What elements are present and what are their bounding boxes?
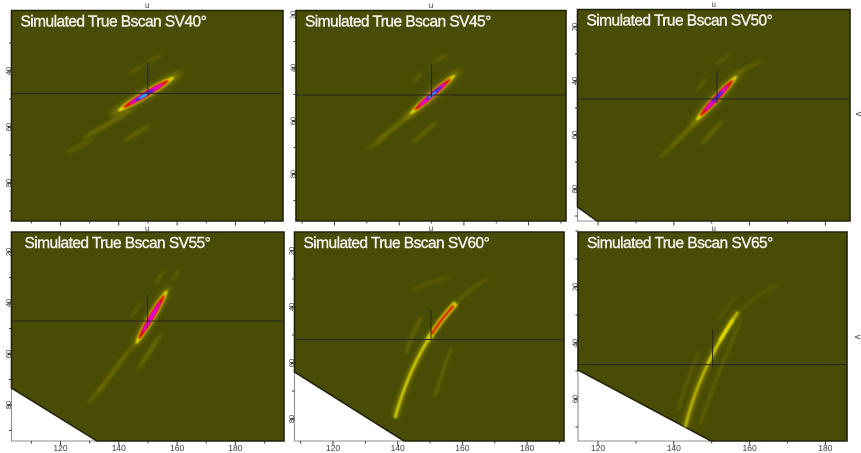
- svg-text:160: 160: [455, 443, 469, 453]
- svg-text:80: 80: [288, 170, 297, 178]
- svg-text:40: 40: [288, 64, 297, 72]
- svg-text:140: 140: [667, 443, 681, 453]
- svg-text:80: 80: [4, 179, 13, 187]
- svg-text:40: 40: [570, 77, 579, 85]
- svg-text:Simulated True Bscan SV55°: Simulated True Bscan SV55°: [25, 235, 211, 252]
- svg-text:40: 40: [287, 303, 296, 311]
- svg-text:u: u: [145, 224, 149, 233]
- svg-text:20: 20: [4, 248, 13, 256]
- svg-text:140: 140: [391, 443, 405, 453]
- svg-text:20: 20: [570, 23, 579, 31]
- svg-text:u: u: [712, 224, 716, 233]
- svg-text:80: 80: [4, 401, 13, 409]
- svg-text:Simulated True Bscan SV65°: Simulated True Bscan SV65°: [587, 235, 773, 252]
- svg-text:80: 80: [570, 185, 579, 193]
- svg-text:Simulated True Bscan SV45°: Simulated True Bscan SV45°: [305, 14, 491, 31]
- svg-text:Simulated True Bscan SV40°: Simulated True Bscan SV40°: [21, 14, 207, 31]
- svg-text:60: 60: [570, 131, 579, 139]
- svg-text:40: 40: [570, 339, 579, 347]
- svg-text:60: 60: [288, 117, 297, 125]
- svg-text:120: 120: [591, 443, 605, 453]
- svg-text:160: 160: [170, 443, 184, 453]
- svg-text:Simulated True Bscan SV60°: Simulated True Bscan SV60°: [304, 235, 490, 252]
- svg-text:60: 60: [4, 350, 13, 358]
- svg-text:60: 60: [287, 359, 296, 367]
- svg-text:v: v: [854, 112, 861, 117]
- svg-text:20: 20: [288, 11, 297, 19]
- svg-text:140: 140: [112, 443, 126, 453]
- svg-text:60: 60: [570, 395, 579, 403]
- svg-text:160: 160: [743, 443, 757, 453]
- svg-text:120: 120: [326, 443, 340, 453]
- svg-text:Simulated True Bscan SV50°: Simulated True Bscan SV50°: [587, 13, 773, 30]
- svg-text:180: 180: [818, 443, 832, 453]
- svg-text:120: 120: [53, 443, 67, 453]
- svg-text:40: 40: [4, 67, 13, 75]
- svg-text:180: 180: [228, 443, 242, 453]
- svg-text:v: v: [853, 335, 861, 340]
- svg-text:u: u: [429, 1, 433, 10]
- svg-text:20: 20: [570, 283, 579, 291]
- svg-text:60: 60: [4, 123, 13, 131]
- svg-text:180: 180: [520, 443, 534, 453]
- svg-text:40: 40: [4, 299, 13, 307]
- svg-text:u: u: [712, 0, 716, 9]
- svg-text:80: 80: [287, 415, 296, 423]
- svg-text:u: u: [145, 1, 149, 10]
- svg-text:u: u: [429, 224, 433, 233]
- svg-text:20: 20: [287, 247, 296, 255]
